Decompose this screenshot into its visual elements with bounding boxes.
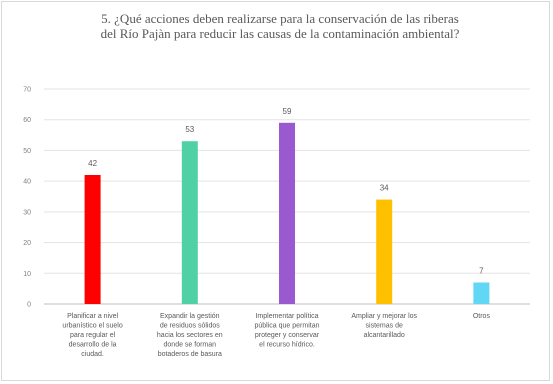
y-tick-label: 0 (27, 302, 31, 309)
x-tick-label: desarrollo de la (69, 342, 117, 349)
x-tick-label: el recurso hídrico. (259, 342, 315, 349)
bar (473, 282, 490, 304)
x-tick-label: donde se forman (164, 342, 217, 349)
x-tick-label: Expandir la gestión (160, 313, 220, 320)
x-tick-label: Otros (473, 313, 491, 320)
x-tick-label: Ampliar y mejorar los (351, 313, 417, 320)
bar (376, 199, 393, 304)
chart-title-line-1: 5. ¿Qué acciones deben realizarse para l… (101, 11, 459, 26)
y-tick-label: 60 (23, 117, 31, 124)
chart-title: 5. ¿Qué acciones deben realizarse para l… (40, 11, 520, 41)
y-tick-label: 50 (23, 148, 31, 155)
bar (279, 122, 295, 305)
x-tick-label: ciudad. (81, 351, 104, 358)
x-tick-label: proteger y conservar (255, 332, 320, 339)
y-tick-label: 70 (23, 87, 31, 94)
x-tick-label: Planificar a nivel (67, 313, 118, 320)
x-tick-label: Implementar política (255, 313, 318, 320)
y-tick-label: 10 (23, 271, 31, 278)
chart-title-line-2: del Río Pajàn para reducir las causas de… (100, 26, 460, 41)
data-label: 34 (380, 184, 389, 193)
data-label: 59 (283, 107, 292, 116)
bar (181, 141, 198, 304)
x-tick-label: de residuos sólidos (160, 323, 220, 330)
x-tick-label: botaderos de basura (158, 351, 222, 358)
y-tick-label: 20 (23, 240, 31, 247)
x-tick-label: urbanístico el suelo (62, 323, 122, 330)
x-tick-label: hacia los sectores en (157, 332, 223, 339)
y-tick-label: 40 (23, 179, 31, 186)
x-tick-label: para regular el (70, 332, 116, 339)
x-tick-label: alcantarillado (364, 332, 405, 339)
x-tick-label: pública que permitan (255, 323, 320, 330)
data-label: 7 (479, 267, 484, 276)
data-label: 42 (88, 159, 97, 168)
x-tick-label: sistemas de (366, 323, 403, 330)
bar (84, 175, 101, 304)
y-tick-label: 30 (23, 209, 31, 216)
data-label: 53 (185, 125, 194, 134)
